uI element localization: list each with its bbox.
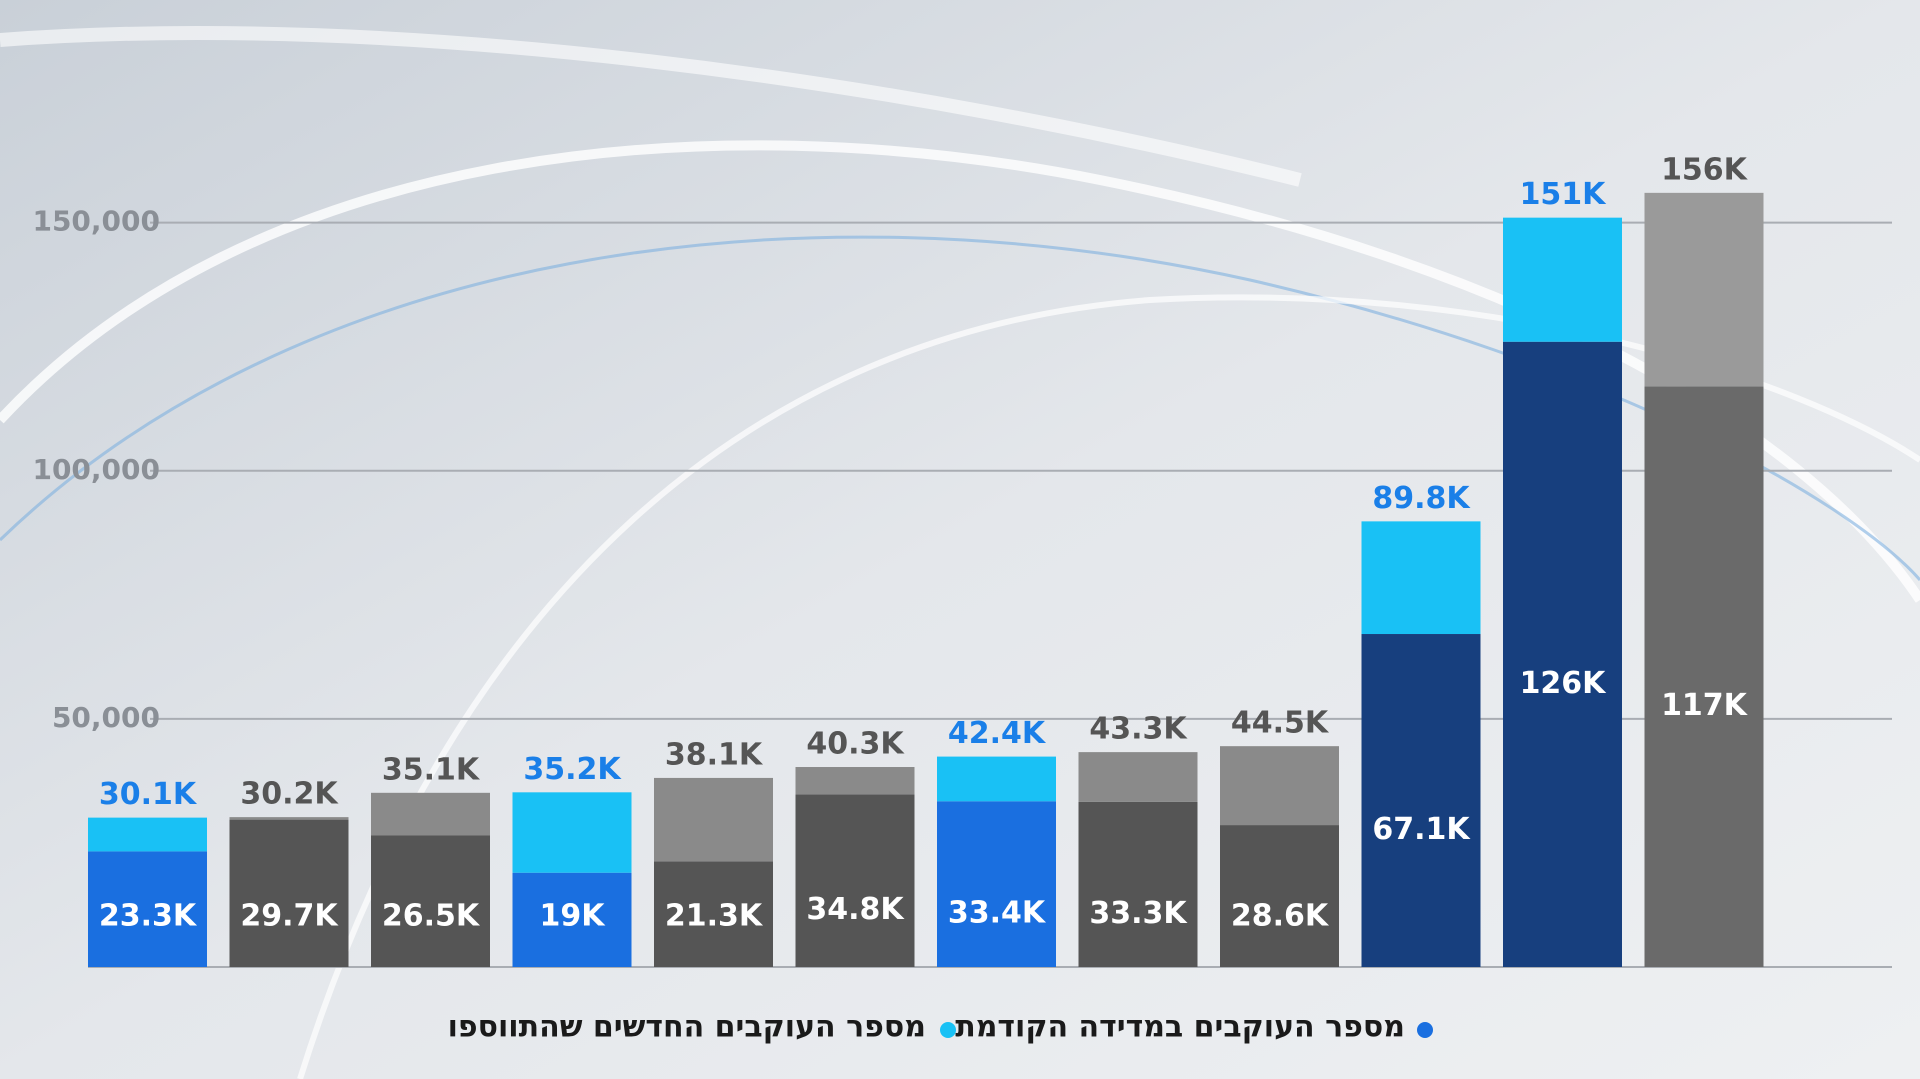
total-label: 30.1K [99,777,198,812]
y-tick-label: 100,000 [32,453,160,486]
bar-segment [654,861,773,967]
bar-segment [1361,634,1481,967]
bar-segment [512,792,632,873]
total-label: 156K [1661,152,1749,187]
bar-segment [371,835,490,967]
bar-segment [1644,192,1764,387]
value-label: 117K [1661,688,1749,723]
bar-segment [1078,752,1198,802]
value-label: 126K [1520,666,1608,701]
legend: מספר העוקבים במדידה הקודמת מספר העוקבים ה… [448,1010,1433,1045]
total-label: 44.5K [1231,706,1330,741]
legend-marker [1417,1022,1433,1038]
value-label: 26.5K [382,899,481,934]
bar-segment [795,794,915,967]
value-label: 33.3K [1089,896,1188,931]
bar-segment [937,801,1056,967]
value-label: 29.7K [240,899,339,934]
total-label: 40.3K [806,727,905,762]
bar-segment [88,817,207,852]
bar-segment [937,756,1056,802]
bar-segment [512,872,632,967]
value-label: 23.3K [99,899,198,934]
bar-segment [1503,341,1622,968]
legend-label: מספר העוקבים החדשים שהתווספו [448,1010,926,1045]
bar-segment [1644,386,1764,967]
total-label: 151K [1520,177,1608,212]
bar-segment [795,767,915,795]
decor-arc [0,235,1920,581]
total-label: 35.2K [523,752,622,787]
bar-segment [1078,801,1198,967]
bar-segment [1220,746,1339,826]
total-label: 43.3K [1089,712,1188,747]
total-label: 38.1K [665,737,764,772]
y-tick-label: 50,000 [52,701,160,734]
legend-marker [940,1022,956,1038]
bar-segment [654,777,773,862]
value-label: 21.3K [665,899,764,934]
bar-segment [1361,521,1481,635]
value-label: 28.6K [1231,899,1330,934]
bar-segment [1503,217,1622,342]
bar-segment [371,792,490,836]
value-label: 19K [540,899,607,934]
value-label: 34.8K [806,892,905,927]
y-tick-label: 150,000 [32,205,160,238]
total-label: 42.4K [948,716,1047,751]
bar-segment [229,819,349,967]
value-label: 33.4K [948,896,1047,931]
bar-segment [1220,825,1339,967]
value-label: 67.1K [1372,812,1471,847]
decor-arc [0,25,1302,187]
total-label: 89.8K [1372,481,1471,516]
legend-label: מספר העוקבים במדידה הקודמת [955,1010,1405,1045]
total-label: 30.2K [240,777,339,812]
bar-segment [229,817,349,820]
total-label: 35.1K [382,752,481,787]
bar-segment [88,851,207,967]
